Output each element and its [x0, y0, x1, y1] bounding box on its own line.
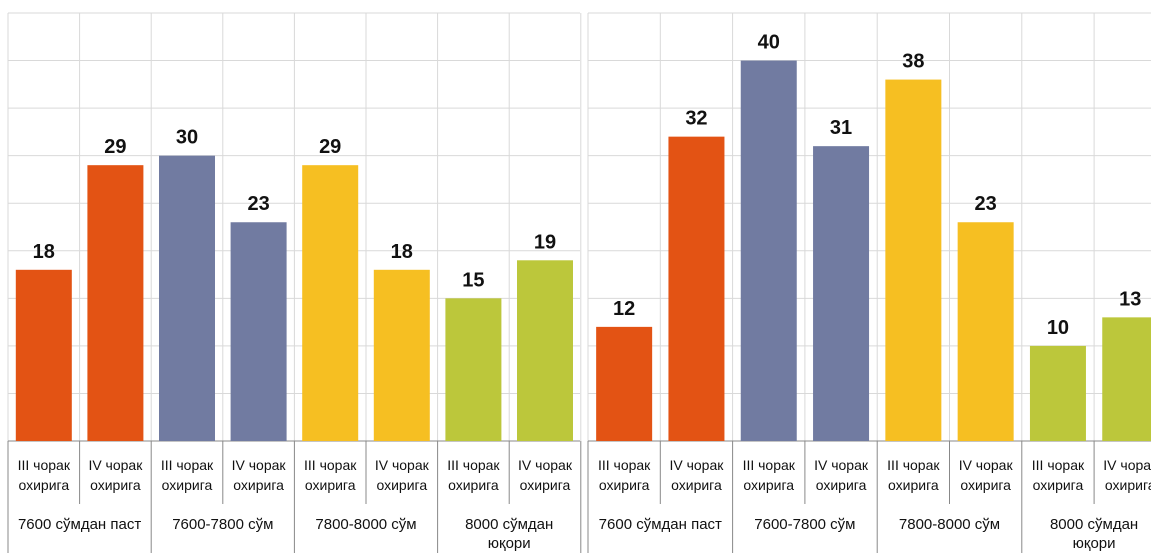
- category-label: охирига: [90, 477, 141, 493]
- category-label: охирига: [18, 477, 69, 493]
- category-label: III чорак: [304, 457, 357, 473]
- group-label: 8000 сўмдан: [1050, 516, 1138, 533]
- data-label: 32: [685, 108, 707, 130]
- bar: [87, 165, 144, 441]
- category-label: III чорак: [887, 457, 940, 473]
- category-label: IV чорак: [814, 457, 869, 473]
- category-label: IV чорак: [959, 457, 1014, 473]
- data-label: 29: [104, 136, 126, 158]
- bar: [957, 222, 1014, 441]
- data-label: 19: [534, 231, 556, 253]
- category-label: охирига: [960, 477, 1011, 493]
- category-label: охирига: [888, 477, 939, 493]
- bar: [302, 165, 359, 441]
- category-label: III чорак: [18, 457, 71, 473]
- data-label: 10: [1047, 317, 1069, 339]
- data-label: 23: [247, 193, 269, 215]
- category-label: охирига: [1033, 477, 1084, 493]
- category-label: IV чорак: [669, 457, 724, 473]
- category-label: IV чорак: [232, 457, 287, 473]
- data-label: 15: [462, 269, 484, 291]
- data-label: 18: [391, 241, 413, 263]
- category-label: охирига: [305, 477, 356, 493]
- bar: [596, 326, 653, 441]
- category-label: охирига: [520, 477, 571, 493]
- data-label: 31: [830, 117, 852, 139]
- category-label: IV чорак: [88, 457, 143, 473]
- data-label: 18: [33, 241, 55, 263]
- category-label: охирига: [376, 477, 427, 493]
- category-label: III чорак: [161, 457, 214, 473]
- category-label: охирига: [233, 477, 284, 493]
- bar: [373, 269, 430, 441]
- category-label: охирига: [671, 477, 722, 493]
- bar: [668, 136, 725, 441]
- group-label: юқори: [488, 535, 531, 552]
- group-label: 8000 сўмдан: [465, 516, 553, 533]
- category-label: охирига: [162, 477, 213, 493]
- data-label: 29: [319, 136, 341, 158]
- bar: [517, 260, 573, 441]
- bar: [1102, 317, 1151, 441]
- bar: [159, 155, 215, 441]
- bar: [445, 298, 502, 441]
- category-label: IV чорак: [1103, 457, 1151, 473]
- category-label: охирига: [599, 477, 650, 493]
- group-label: юқори: [1073, 535, 1116, 552]
- chart-right-panel: 12 III чорак охирига 32 IV чорак охирига 40 III…: [582, 0, 1151, 553]
- category-label: охирига: [743, 477, 794, 493]
- group-label: 7600 сўмдан паст: [599, 516, 722, 533]
- category-label: III чорак: [1032, 457, 1085, 473]
- bar: [15, 269, 72, 441]
- data-label: 38: [902, 51, 924, 73]
- bar: [740, 60, 797, 442]
- bar: [230, 222, 287, 441]
- category-label: III чорак: [743, 457, 796, 473]
- data-label: 13: [1119, 288, 1141, 310]
- category-label: III чорак: [598, 457, 651, 473]
- chart-left-panel: 18 III чорак охирига 29 IV чорак охирига 30 III…: [7, 12, 582, 553]
- group-label: 7600 сўмдан паст: [18, 516, 141, 533]
- data-label: 40: [758, 32, 780, 54]
- data-label: 12: [613, 298, 635, 320]
- bar-chart-right: 12 III чорак охирига 32 IV чорак охирига 40 III…: [587, 12, 1151, 553]
- category-label: охирига: [816, 477, 867, 493]
- category-label: IV чорак: [518, 457, 573, 473]
- group-label: 7600-7800 сўм: [754, 516, 855, 533]
- bar: [885, 79, 942, 442]
- group-label: 7800-8000 сўм: [315, 516, 416, 533]
- group-label: 7800-8000 сўм: [899, 516, 1000, 533]
- category-label: охирига: [1105, 477, 1151, 493]
- category-label: III чорак: [447, 457, 500, 473]
- category-label: охирига: [448, 477, 499, 493]
- bar: [1029, 345, 1086, 441]
- bar-chart-left: 18 III чорак охирига 29 IV чорак охирига 30 III…: [7, 12, 582, 553]
- bar: [813, 146, 870, 441]
- data-label: 30: [176, 127, 198, 149]
- category-label: IV чорак: [375, 457, 430, 473]
- group-label: 7600-7800 сўм: [172, 516, 273, 533]
- data-label: 23: [975, 193, 997, 215]
